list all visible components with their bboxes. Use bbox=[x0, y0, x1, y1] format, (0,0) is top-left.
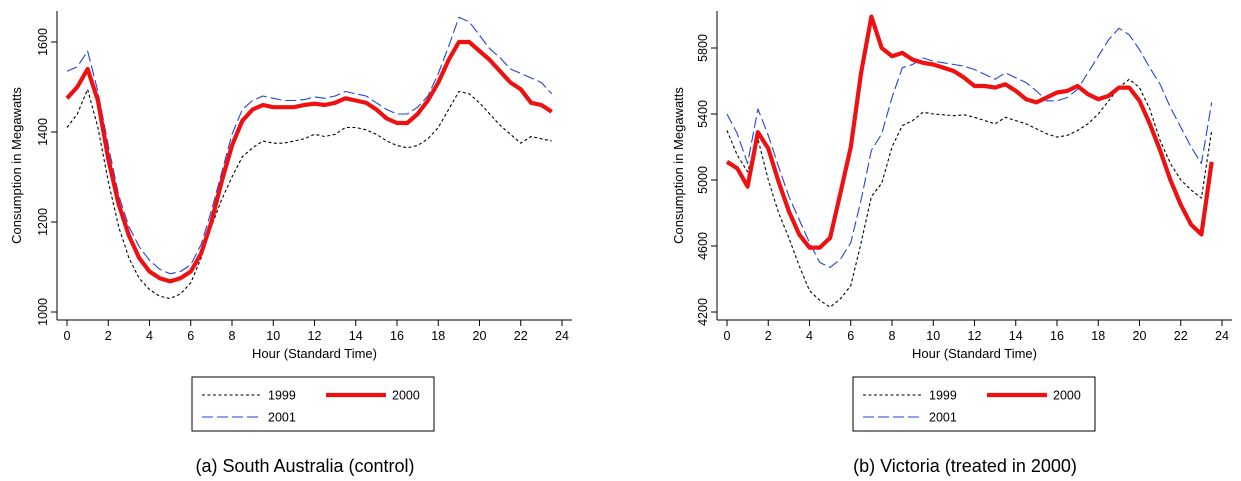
x-tick-label: 24 bbox=[1215, 329, 1229, 343]
x-axis-title: Hour (Standard Time) bbox=[912, 346, 1037, 361]
legend-label-1999: 1999 bbox=[268, 389, 296, 403]
x-tick-label: 22 bbox=[514, 329, 528, 343]
legend-label-2001: 2001 bbox=[268, 411, 296, 425]
y-tick-label: 1000 bbox=[36, 298, 50, 326]
y-tick-label: 1400 bbox=[36, 118, 50, 146]
series-line-1999 bbox=[726, 78, 1213, 308]
y-tick-label: 5000 bbox=[696, 166, 710, 194]
y-tick-label: 5400 bbox=[696, 100, 710, 128]
y-tick-label: 1200 bbox=[36, 208, 50, 236]
x-axis-title: Hour (Standard Time) bbox=[252, 346, 377, 361]
series-line-2001 bbox=[726, 27, 1213, 268]
series-line-1999 bbox=[66, 88, 552, 300]
x-tick-label: 6 bbox=[187, 329, 194, 343]
x-tick-label: 0 bbox=[724, 329, 731, 343]
x-tick-label: 20 bbox=[473, 329, 487, 343]
legend-box bbox=[852, 376, 1096, 432]
x-tick-label: 0 bbox=[64, 329, 71, 343]
y-tick-label: 4200 bbox=[696, 298, 710, 326]
legend-label-2000: 2000 bbox=[392, 389, 420, 403]
y-axis-title: Consumption in Megawatts bbox=[9, 87, 24, 244]
y-tick-label: 1600 bbox=[36, 28, 50, 56]
y-axis-title: Consumption in Megawatts bbox=[671, 87, 686, 244]
legend-label-1999: 1999 bbox=[929, 389, 957, 403]
x-tick-label: 14 bbox=[1009, 329, 1023, 343]
x-tick-label: 10 bbox=[926, 329, 940, 343]
panel-caption: (a) South Australia (control) bbox=[195, 456, 414, 476]
x-tick-label: 6 bbox=[847, 329, 854, 343]
x-tick-label: 18 bbox=[1091, 329, 1105, 343]
x-tick-label: 8 bbox=[229, 329, 236, 343]
legend-box bbox=[191, 376, 435, 432]
x-tick-label: 10 bbox=[266, 329, 280, 343]
x-tick-label: 20 bbox=[1133, 329, 1147, 343]
x-tick-label: 4 bbox=[806, 329, 813, 343]
x-tick-label: 8 bbox=[889, 329, 896, 343]
legend-label-2001: 2001 bbox=[929, 411, 957, 425]
y-tick-label: 4600 bbox=[696, 232, 710, 260]
x-tick-label: 22 bbox=[1174, 329, 1188, 343]
series-line-2000 bbox=[65, 39, 553, 284]
x-tick-label: 2 bbox=[105, 329, 112, 343]
x-tick-label: 16 bbox=[390, 329, 404, 343]
x-tick-label: 16 bbox=[1050, 329, 1064, 343]
x-tick-label: 12 bbox=[968, 329, 982, 343]
x-tick-label: 2 bbox=[765, 329, 772, 343]
x-tick-label: 24 bbox=[555, 329, 569, 343]
x-tick-label: 14 bbox=[349, 329, 363, 343]
x-tick-label: 12 bbox=[308, 329, 322, 343]
x-tick-label: 18 bbox=[431, 329, 445, 343]
series-line-2001 bbox=[66, 16, 553, 275]
x-tick-label: 4 bbox=[146, 329, 153, 343]
panel-caption: (b) Victoria (treated in 2000) bbox=[853, 456, 1077, 476]
series-line-2000 bbox=[725, 14, 1214, 250]
y-tick-label: 5800 bbox=[696, 34, 710, 62]
legend-label-2000: 2000 bbox=[1053, 389, 1081, 403]
